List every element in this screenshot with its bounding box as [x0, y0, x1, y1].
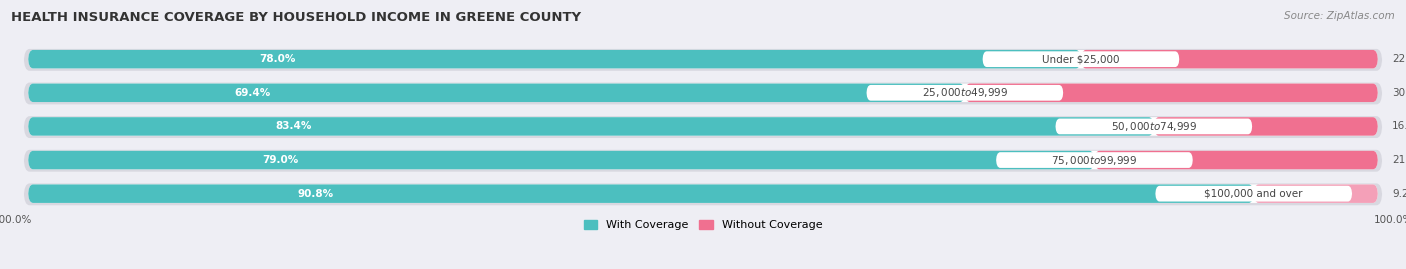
FancyBboxPatch shape [28, 151, 1378, 169]
Text: 78.0%: 78.0% [260, 54, 297, 64]
FancyBboxPatch shape [1056, 119, 1253, 134]
FancyBboxPatch shape [28, 50, 1081, 68]
FancyBboxPatch shape [28, 84, 965, 102]
Text: 9.2%: 9.2% [1392, 189, 1406, 199]
FancyBboxPatch shape [28, 117, 1154, 136]
Text: 16.6%: 16.6% [1392, 121, 1406, 132]
FancyBboxPatch shape [24, 83, 1382, 104]
FancyBboxPatch shape [28, 185, 1254, 203]
Text: $25,000 to $49,999: $25,000 to $49,999 [922, 86, 1008, 99]
Text: 21.0%: 21.0% [1392, 155, 1406, 165]
Text: 22.0%: 22.0% [1392, 54, 1406, 64]
FancyBboxPatch shape [24, 116, 1382, 138]
FancyBboxPatch shape [28, 185, 1378, 203]
FancyBboxPatch shape [24, 183, 1382, 205]
Text: 90.8%: 90.8% [298, 189, 333, 199]
Text: 69.4%: 69.4% [235, 88, 270, 98]
FancyBboxPatch shape [28, 117, 1378, 136]
Text: 100.0%: 100.0% [1374, 215, 1406, 225]
FancyBboxPatch shape [983, 51, 1180, 67]
Legend: With Coverage, Without Coverage: With Coverage, Without Coverage [583, 220, 823, 230]
Text: Under $25,000: Under $25,000 [1042, 54, 1119, 64]
FancyBboxPatch shape [965, 84, 1378, 102]
FancyBboxPatch shape [1081, 50, 1378, 68]
Text: $50,000 to $74,999: $50,000 to $74,999 [1111, 120, 1197, 133]
Text: 83.4%: 83.4% [276, 121, 312, 132]
FancyBboxPatch shape [24, 49, 1382, 71]
FancyBboxPatch shape [995, 152, 1192, 168]
FancyBboxPatch shape [24, 150, 1382, 172]
FancyBboxPatch shape [1094, 151, 1378, 169]
FancyBboxPatch shape [1254, 185, 1378, 203]
FancyBboxPatch shape [28, 50, 1378, 68]
FancyBboxPatch shape [866, 85, 1063, 101]
Text: HEALTH INSURANCE COVERAGE BY HOUSEHOLD INCOME IN GREENE COUNTY: HEALTH INSURANCE COVERAGE BY HOUSEHOLD I… [11, 11, 581, 24]
FancyBboxPatch shape [1154, 117, 1378, 136]
Text: Source: ZipAtlas.com: Source: ZipAtlas.com [1284, 11, 1395, 21]
FancyBboxPatch shape [1156, 186, 1353, 201]
Text: $75,000 to $99,999: $75,000 to $99,999 [1052, 154, 1137, 167]
FancyBboxPatch shape [28, 151, 1094, 169]
Text: 100.0%: 100.0% [0, 215, 32, 225]
Text: $100,000 and over: $100,000 and over [1205, 189, 1303, 199]
FancyBboxPatch shape [28, 84, 1378, 102]
Text: 79.0%: 79.0% [263, 155, 299, 165]
Text: 30.6%: 30.6% [1392, 88, 1406, 98]
